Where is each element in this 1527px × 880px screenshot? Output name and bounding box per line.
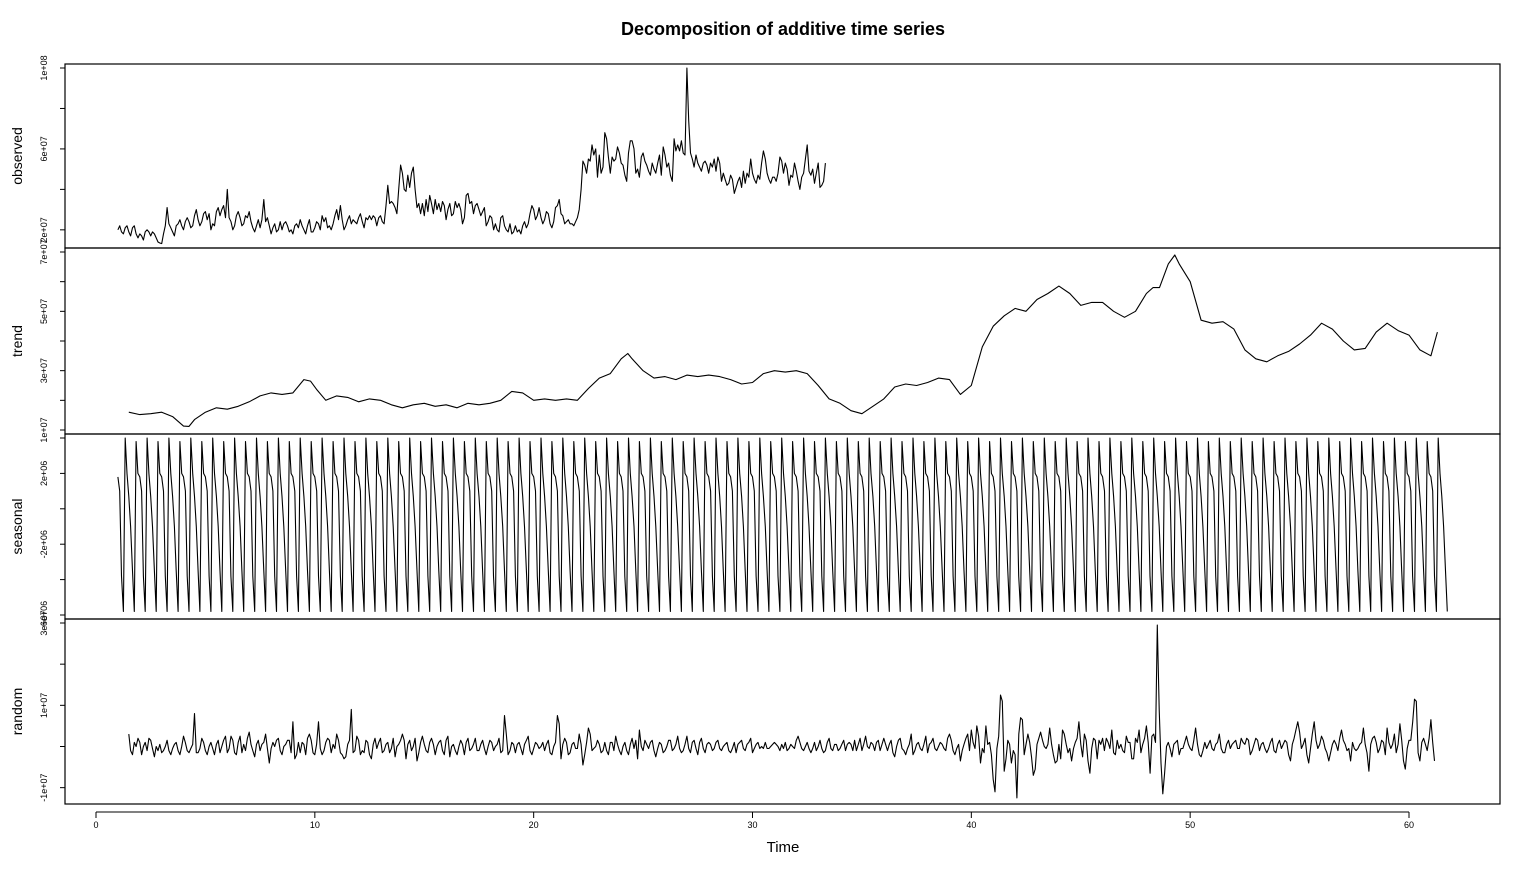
ytick-label-random: -1e+07: [39, 774, 49, 802]
panel-seasonal: seasonal -6e+06 -2e+06 2e+06: [9, 433, 1501, 629]
panel-ylabel-observed: observed: [9, 127, 25, 185]
panels-group: observed 2e+07 6e+07 1e+08 trend 1e+07 3e+07 5e…: [9, 55, 1501, 805]
panel-observed: observed 2e+07 6e+07 1e+08: [9, 55, 1501, 249]
xtick-label: 60: [1404, 820, 1414, 830]
ytick-label-trend: 1e+07: [39, 417, 49, 442]
ytick-label-seasonal: 2e+06: [39, 461, 49, 486]
series-line-trend: [128, 254, 1438, 427]
ytick-label-seasonal: -6e+06: [39, 601, 49, 629]
panel-random: random -1e+07 1e+07 3e+07: [9, 610, 1501, 805]
ytick-label-trend: 7e+07: [39, 239, 49, 264]
ytick-label-observed: 1e+08: [39, 55, 49, 80]
panel-frame-random: [64, 618, 1501, 805]
xtick-label: 30: [747, 820, 757, 830]
panel-trend: trend 1e+07 3e+07 5e+07 7e+07: [9, 239, 1501, 443]
ytick-label-random: 1e+07: [39, 693, 49, 718]
xtick-label: 10: [310, 820, 320, 830]
xtick-label: 0: [93, 820, 98, 830]
series-line-seasonal: [117, 437, 1448, 613]
xtick-label: 50: [1185, 820, 1195, 830]
ytick-label-trend: 3e+07: [39, 358, 49, 383]
panel-frame-observed: [64, 63, 1501, 249]
ytick-label-observed: 6e+07: [39, 136, 49, 161]
panel-ylabel-seasonal: seasonal: [9, 498, 25, 554]
x-axis: 0 10 20 30 40 50 60: [93, 811, 1414, 830]
xtick-label: 20: [529, 820, 539, 830]
panel-ylabel-random: random: [9, 688, 25, 735]
ytick-label-trend: 5e+07: [39, 299, 49, 324]
ytick-label-observed: 2e+07: [39, 217, 49, 242]
series-line-random: [128, 624, 1436, 799]
panel-ylabel-trend: trend: [9, 325, 25, 357]
panel-frame-trend: [64, 247, 1501, 435]
chart-title: Decomposition of additive time series: [621, 19, 945, 39]
x-axis-label: Time: [767, 839, 800, 856]
ytick-label-random: 3e+07: [39, 610, 49, 635]
xtick-label: 40: [966, 820, 976, 830]
ytick-label-seasonal: -2e+06: [39, 530, 49, 558]
series-line-observed: [117, 67, 826, 245]
